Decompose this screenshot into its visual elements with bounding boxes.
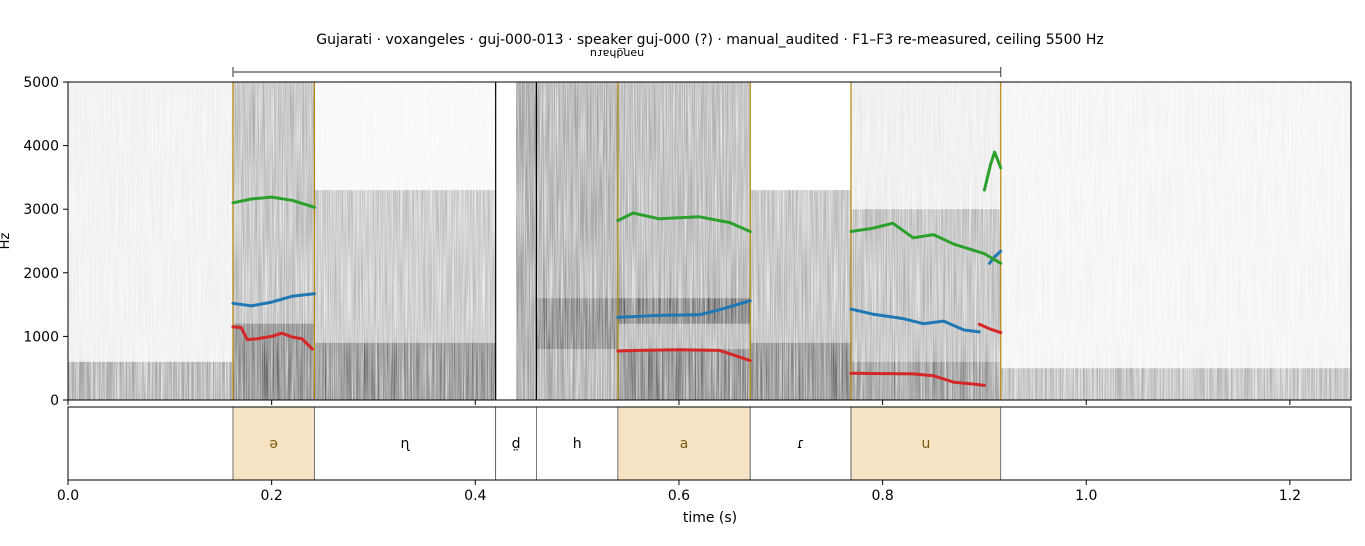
segment-box [314, 407, 497, 480]
spectrogram-band [536, 298, 618, 350]
formant-track-f2 [988, 249, 1003, 265]
spectrogram-band [516, 82, 537, 400]
y-tick-label: 4000 [23, 139, 59, 155]
spectrogram-band [314, 82, 496, 191]
formant-track-f1 [231, 325, 314, 351]
x-tick-label: 0.2 [261, 488, 283, 504]
y-axis: 0 1000 2000 3000 4000 5000 [23, 75, 68, 409]
word-label: nəɳd̤haɾu [590, 47, 644, 60]
x-axis: 0.0 0.2 0.4 0.6 0.8 1.0 1.2 [57, 480, 1301, 504]
y-tick-label: 5000 [23, 75, 59, 91]
spectrogram-band [851, 361, 1001, 400]
segment-box [535, 407, 619, 480]
segment-label: h [573, 436, 582, 452]
formant-track-f3 [231, 195, 316, 209]
x-tick-label: 1.0 [1075, 488, 1097, 504]
y-tick-label: 0 [50, 393, 59, 409]
spectrogram-frame [67, 81, 1352, 401]
x-tick-label: 1.2 [1279, 488, 1301, 504]
word-span-bracket [232, 67, 1002, 77]
formant-track-f1 [616, 348, 752, 363]
segment-tier: ə ɳ d̤ h a ɾ u [232, 407, 1002, 480]
segment-label: ɳ [401, 436, 411, 452]
spectrogram-band [314, 342, 496, 400]
segment-box [232, 407, 315, 480]
formant-track-f3 [616, 211, 752, 233]
spectrogram-band [750, 342, 852, 400]
formant-track-f3 [849, 221, 1003, 265]
y-tick-label: 1000 [23, 329, 59, 345]
x-tick-label: 0.6 [668, 488, 690, 504]
spectrogram-band [68, 82, 233, 362]
x-tick-label: 0.8 [871, 488, 893, 504]
formant-track-f2 [849, 307, 981, 334]
segment-boundaries [232, 82, 1002, 400]
segment-label: ə [269, 436, 278, 452]
segment-box [617, 407, 751, 480]
segment-box [495, 407, 537, 480]
formant-track-f2 [616, 299, 752, 319]
segment-label: u [921, 436, 930, 452]
spectrogram-band [1000, 368, 1351, 400]
formant-track-f3 [982, 150, 1003, 192]
spectrogram-band [617, 298, 751, 324]
spectrogram-band [68, 361, 233, 400]
spectrogram-band [1000, 82, 1351, 369]
formant-track-f1 [849, 371, 986, 387]
x-tick-label: 0.4 [464, 488, 486, 504]
x-axis-label: time (s) [683, 510, 737, 526]
segment-label: ɾ [797, 436, 804, 452]
segment-label: d̤ [512, 436, 521, 452]
spectrogram-texture [68, 82, 1351, 400]
spectrogram-band [750, 190, 852, 343]
top-x-ticks [67, 400, 1291, 405]
segment-label: a [680, 436, 689, 452]
spectrogram-band [617, 82, 751, 400]
y-axis-label: Hz [0, 233, 13, 250]
spectrogram-band [314, 190, 496, 343]
segment-tier-frame [67, 406, 1352, 481]
y-tick-label: 3000 [23, 202, 59, 218]
formant-tracks [231, 150, 1003, 387]
y-tick-label: 2000 [23, 266, 59, 282]
x-tick-label: 0.0 [57, 488, 79, 504]
spectrogram-band [851, 209, 1001, 362]
spectrogram-band [617, 349, 751, 400]
spectrogram-band [536, 82, 618, 400]
segment-box [850, 407, 1002, 480]
formant-track-f2 [231, 292, 316, 308]
spectrogram-band [851, 82, 1001, 210]
formant-track-f1 [977, 322, 1003, 335]
chart-title: Gujarati · voxangeles · guj-000-013 · sp… [316, 32, 1103, 48]
